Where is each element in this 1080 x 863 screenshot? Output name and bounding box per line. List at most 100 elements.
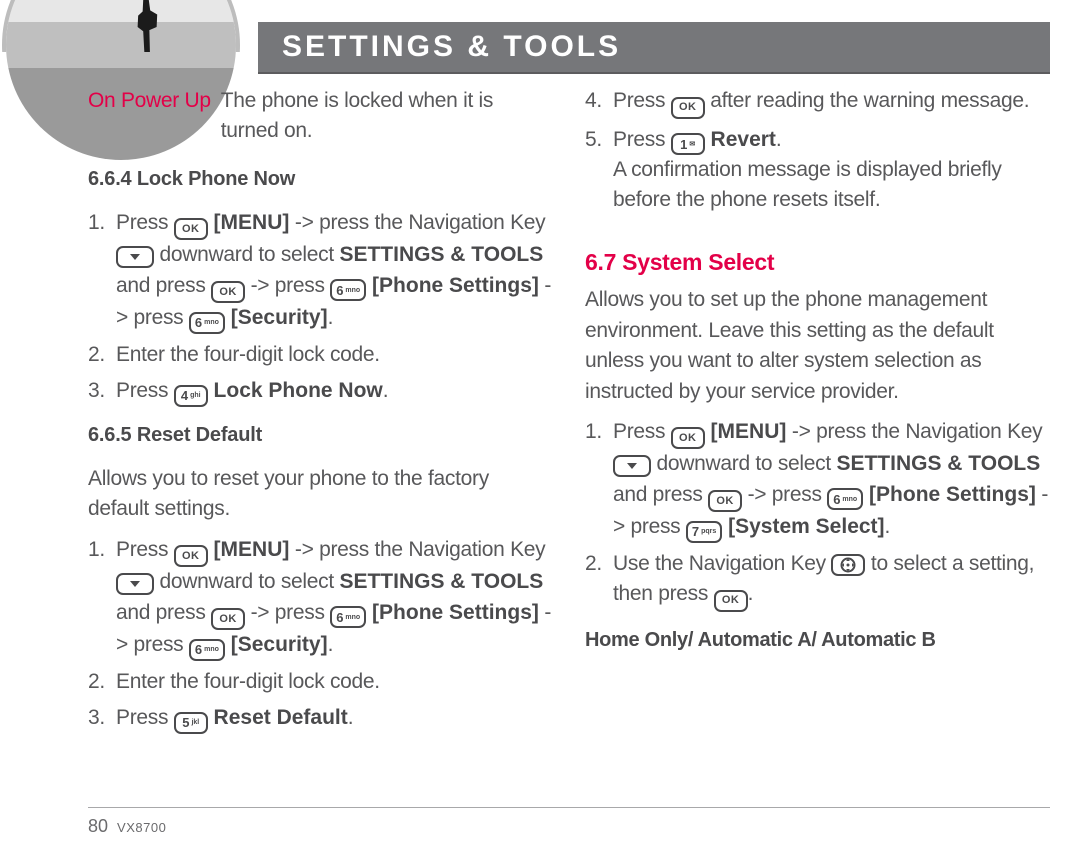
step-body: Press Reset Default. (116, 703, 553, 734)
heading-6-6-5: 6.6.5 Reset Default (88, 421, 553, 450)
phone-settings-label: [Phone Settings] (863, 483, 1036, 506)
system-select-options: Home Only/ Automatic A/ Automatic B (585, 626, 1050, 655)
settings-tools-label: SETTINGS & TOOLS (836, 452, 1040, 475)
six-key-icon (189, 639, 225, 661)
heading-6-7: 6.7 System Select (585, 246, 1050, 279)
ok-key-icon: OK (708, 490, 742, 512)
t: . (776, 128, 782, 151)
t: . (348, 706, 354, 729)
step-body: Press OK [MENU] -> press the Navigation … (116, 535, 553, 661)
t: Press (116, 379, 174, 402)
down-key-icon (613, 455, 651, 477)
step-number: 1. (88, 208, 116, 334)
content-area: On Power Up The phone is locked when it … (88, 86, 1050, 803)
t: . (383, 379, 389, 402)
security-label: [Security] (225, 306, 328, 329)
page-number: 80 (88, 816, 108, 836)
step-body: Enter the four-digit lock code. (116, 340, 553, 370)
intro-6-6-5: Allows you to reset your phone to the fa… (88, 464, 553, 525)
ok-key-icon: OK (174, 218, 208, 240)
t: downward to select (154, 570, 339, 593)
four-key-icon (174, 385, 208, 407)
seven-key-icon (686, 521, 722, 543)
step-number: 4. (585, 86, 613, 119)
heading-6-6-4: 6.6.4 Lock Phone Now (88, 165, 553, 194)
phone-settings-label: [Phone Settings] (366, 601, 539, 624)
menu-label: [MENU] (208, 211, 290, 234)
down-key-icon (116, 246, 154, 268)
step-number: 1. (585, 417, 613, 543)
ok-key-icon: OK (174, 545, 208, 567)
left-column: On Power Up The phone is locked when it … (88, 86, 553, 803)
t: and press (613, 483, 708, 506)
t: . (748, 582, 754, 605)
security-label: [Security] (225, 633, 328, 656)
six-key-icon (330, 606, 366, 628)
step-body: Use the Navigation Key to select a setti… (613, 549, 1050, 612)
lock-phone-now-label: Lock Phone Now (208, 379, 383, 402)
step-number: 3. (88, 703, 116, 734)
six-key-icon (827, 488, 863, 510)
six-key-icon (330, 279, 366, 301)
step-number: 3. (88, 376, 116, 407)
t: after reading the warning message. (705, 89, 1030, 112)
model-number: VX8700 (117, 820, 166, 835)
ok-key-icon: OK (211, 281, 245, 303)
step-2: 2. Enter the four-digit lock code. (88, 340, 553, 370)
step-body: Press OK [MENU] -> press the Navigation … (116, 208, 553, 334)
step-body: Press Revert. A confirmation message is … (613, 125, 1050, 216)
on-power-up-desc: The phone is locked when it is turned on… (221, 86, 553, 147)
t: -> press (742, 483, 827, 506)
step-body: Press Lock Phone Now. (116, 376, 553, 407)
settings-tools-label: SETTINGS & TOOLS (339, 570, 543, 593)
header-photo-slice (88, 22, 258, 74)
step-number: 2. (88, 667, 116, 697)
ok-key-icon: OK (671, 97, 705, 119)
step-body: Enter the four-digit lock code. (116, 667, 553, 697)
t: Use the Navigation Key (613, 552, 831, 575)
step-2: 2. Use the Navigation Key to select a se… (585, 549, 1050, 612)
t: -> press the Navigation Key (786, 420, 1042, 443)
step-4: 4. Press OK after reading the warning me… (585, 86, 1050, 119)
t: downward to select (651, 452, 836, 475)
step-3: 3. Press Lock Phone Now. (88, 376, 553, 407)
six-key-icon (189, 312, 225, 334)
t: downward to select (154, 243, 339, 266)
t: Press (116, 706, 174, 729)
t: Press (116, 211, 174, 234)
step-body: Press OK [MENU] -> press the Navigation … (613, 417, 1050, 543)
one-key-icon (671, 133, 705, 155)
step-note: A confirmation message is displayed brie… (613, 158, 1002, 211)
step-1: 1. Press OK [MENU] -> press the Navigati… (88, 535, 553, 661)
step-number: 2. (585, 549, 613, 612)
ok-key-icon: OK (714, 590, 748, 612)
t: . (328, 633, 334, 656)
t: and press (116, 601, 211, 624)
step-number: 1. (88, 535, 116, 661)
page-footer: 80 VX8700 (88, 807, 1050, 837)
menu-label: [MENU] (705, 420, 787, 443)
step-number: 5. (585, 125, 613, 216)
five-key-icon (174, 712, 208, 734)
t: -> press the Navigation Key (289, 211, 545, 234)
header-band: SETTINGS & TOOLS (88, 22, 1050, 74)
on-power-up-label: On Power Up (88, 86, 211, 147)
t: -> press the Navigation Key (289, 538, 545, 561)
step-number: 2. (88, 340, 116, 370)
step-1: 1. Press OK [MENU] -> press the Navigati… (585, 417, 1050, 543)
ok-key-icon: OK (211, 608, 245, 630)
on-power-up-row: On Power Up The phone is locked when it … (88, 86, 553, 147)
steps-6-7: 1. Press OK [MENU] -> press the Navigati… (585, 417, 1050, 612)
reset-default-label: Reset Default (208, 706, 348, 729)
settings-tools-label: SETTINGS & TOOLS (339, 243, 543, 266)
steps-6-6-4: 1. Press OK [MENU] -> press the Navigati… (88, 208, 553, 407)
t: -> press (245, 274, 330, 297)
menu-label: [MENU] (208, 538, 290, 561)
t: Press (613, 89, 671, 112)
t: . (885, 515, 891, 538)
nav-key-icon (831, 554, 865, 576)
ok-key-icon: OK (671, 427, 705, 449)
step-1: 1. Press OK [MENU] -> press the Navigati… (88, 208, 553, 334)
steps-continued: 4. Press OK after reading the warning me… (585, 86, 1050, 216)
down-key-icon (116, 573, 154, 595)
